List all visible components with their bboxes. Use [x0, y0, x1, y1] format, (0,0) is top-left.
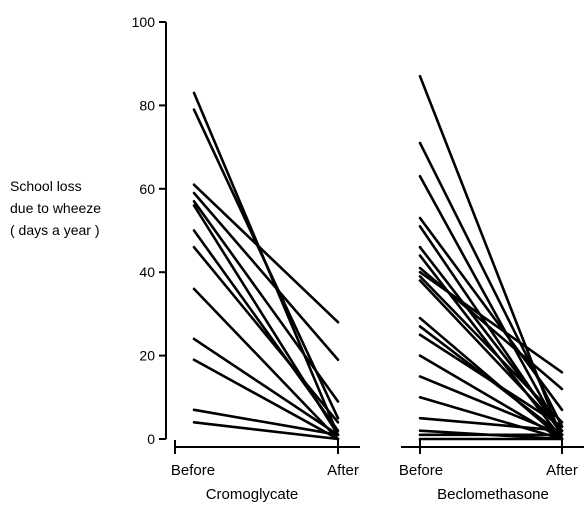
beclomethasone-patient-line-4: [418, 216, 564, 412]
y-tick-marks: 0 20 40 60 80 100: [132, 14, 166, 447]
x-label-cromoglycate-after: After: [327, 462, 359, 479]
y-tick-label-0: 0: [147, 431, 155, 447]
cromoglycate-patient-line-7: [192, 229, 340, 432]
cromoglycate-patient-line-5: [192, 200, 340, 403]
y-axis-label-line-3: ( days a year ): [10, 222, 99, 238]
y-axis-label-line-2: due to wheeze: [10, 200, 101, 216]
x-axis: Before After Before After Cromoglycate B…: [171, 440, 584, 503]
group-label-cromoglycate: Cromoglycate: [206, 486, 299, 503]
y-axis-label-line-1: School loss: [10, 178, 82, 194]
y-tick-label-60: 60: [139, 181, 155, 197]
cromoglycate-patient-line-4: [192, 191, 340, 362]
cromoglycate-patient-line-12: [192, 408, 340, 437]
x-label-cromoglycate-before: Before: [171, 462, 215, 479]
y-axis-label: School loss due to wheeze ( days a year …: [10, 178, 101, 238]
beclomethasone-patient-line-14: [418, 333, 564, 428]
beclomethasone-patient-line-10: [418, 275, 564, 424]
cromoglycate-patient-line-11: [192, 358, 340, 441]
cromoglycate-patient-line-9: [192, 287, 340, 441]
beclomethasone-patient-line-18: [418, 416, 564, 432]
cromoglycate-patient-line-10: [192, 337, 340, 437]
y-axis: 0 20 40 60 80 100 School loss due to wheeze (…: [10, 14, 167, 447]
x-label-beclomethasone-before: Before: [399, 462, 443, 479]
y-tick-label-100: 100: [132, 14, 156, 30]
beclomethasone-patient-line-16: [418, 375, 564, 437]
beclomethasone-patient-line-7: [418, 254, 564, 441]
x-label-beclomethasone-after: After: [546, 462, 578, 479]
beclomethasone-patient-line-17: [418, 395, 564, 441]
cromoglycate-patient-line-3: [192, 183, 340, 324]
series-lines: [192, 74, 564, 441]
y-tick-label-20: 20: [139, 348, 155, 364]
cromoglycate-patient-line-13: [192, 421, 340, 441]
beclomethasone-patient-line-12: [418, 316, 564, 441]
beclomethasone-patient-line-6: [418, 245, 564, 432]
y-tick-label-80: 80: [139, 97, 155, 113]
y-tick-label-40: 40: [139, 264, 155, 280]
beclomethasone-patient-line-3: [418, 174, 564, 437]
group-label-beclomethasone: Beclomethasone: [437, 486, 549, 503]
cromoglycate-patient-line-8: [192, 245, 340, 424]
beclomethasone-patient-line-9: [418, 270, 564, 374]
beclomethasone-patient-line-11: [418, 279, 564, 432]
